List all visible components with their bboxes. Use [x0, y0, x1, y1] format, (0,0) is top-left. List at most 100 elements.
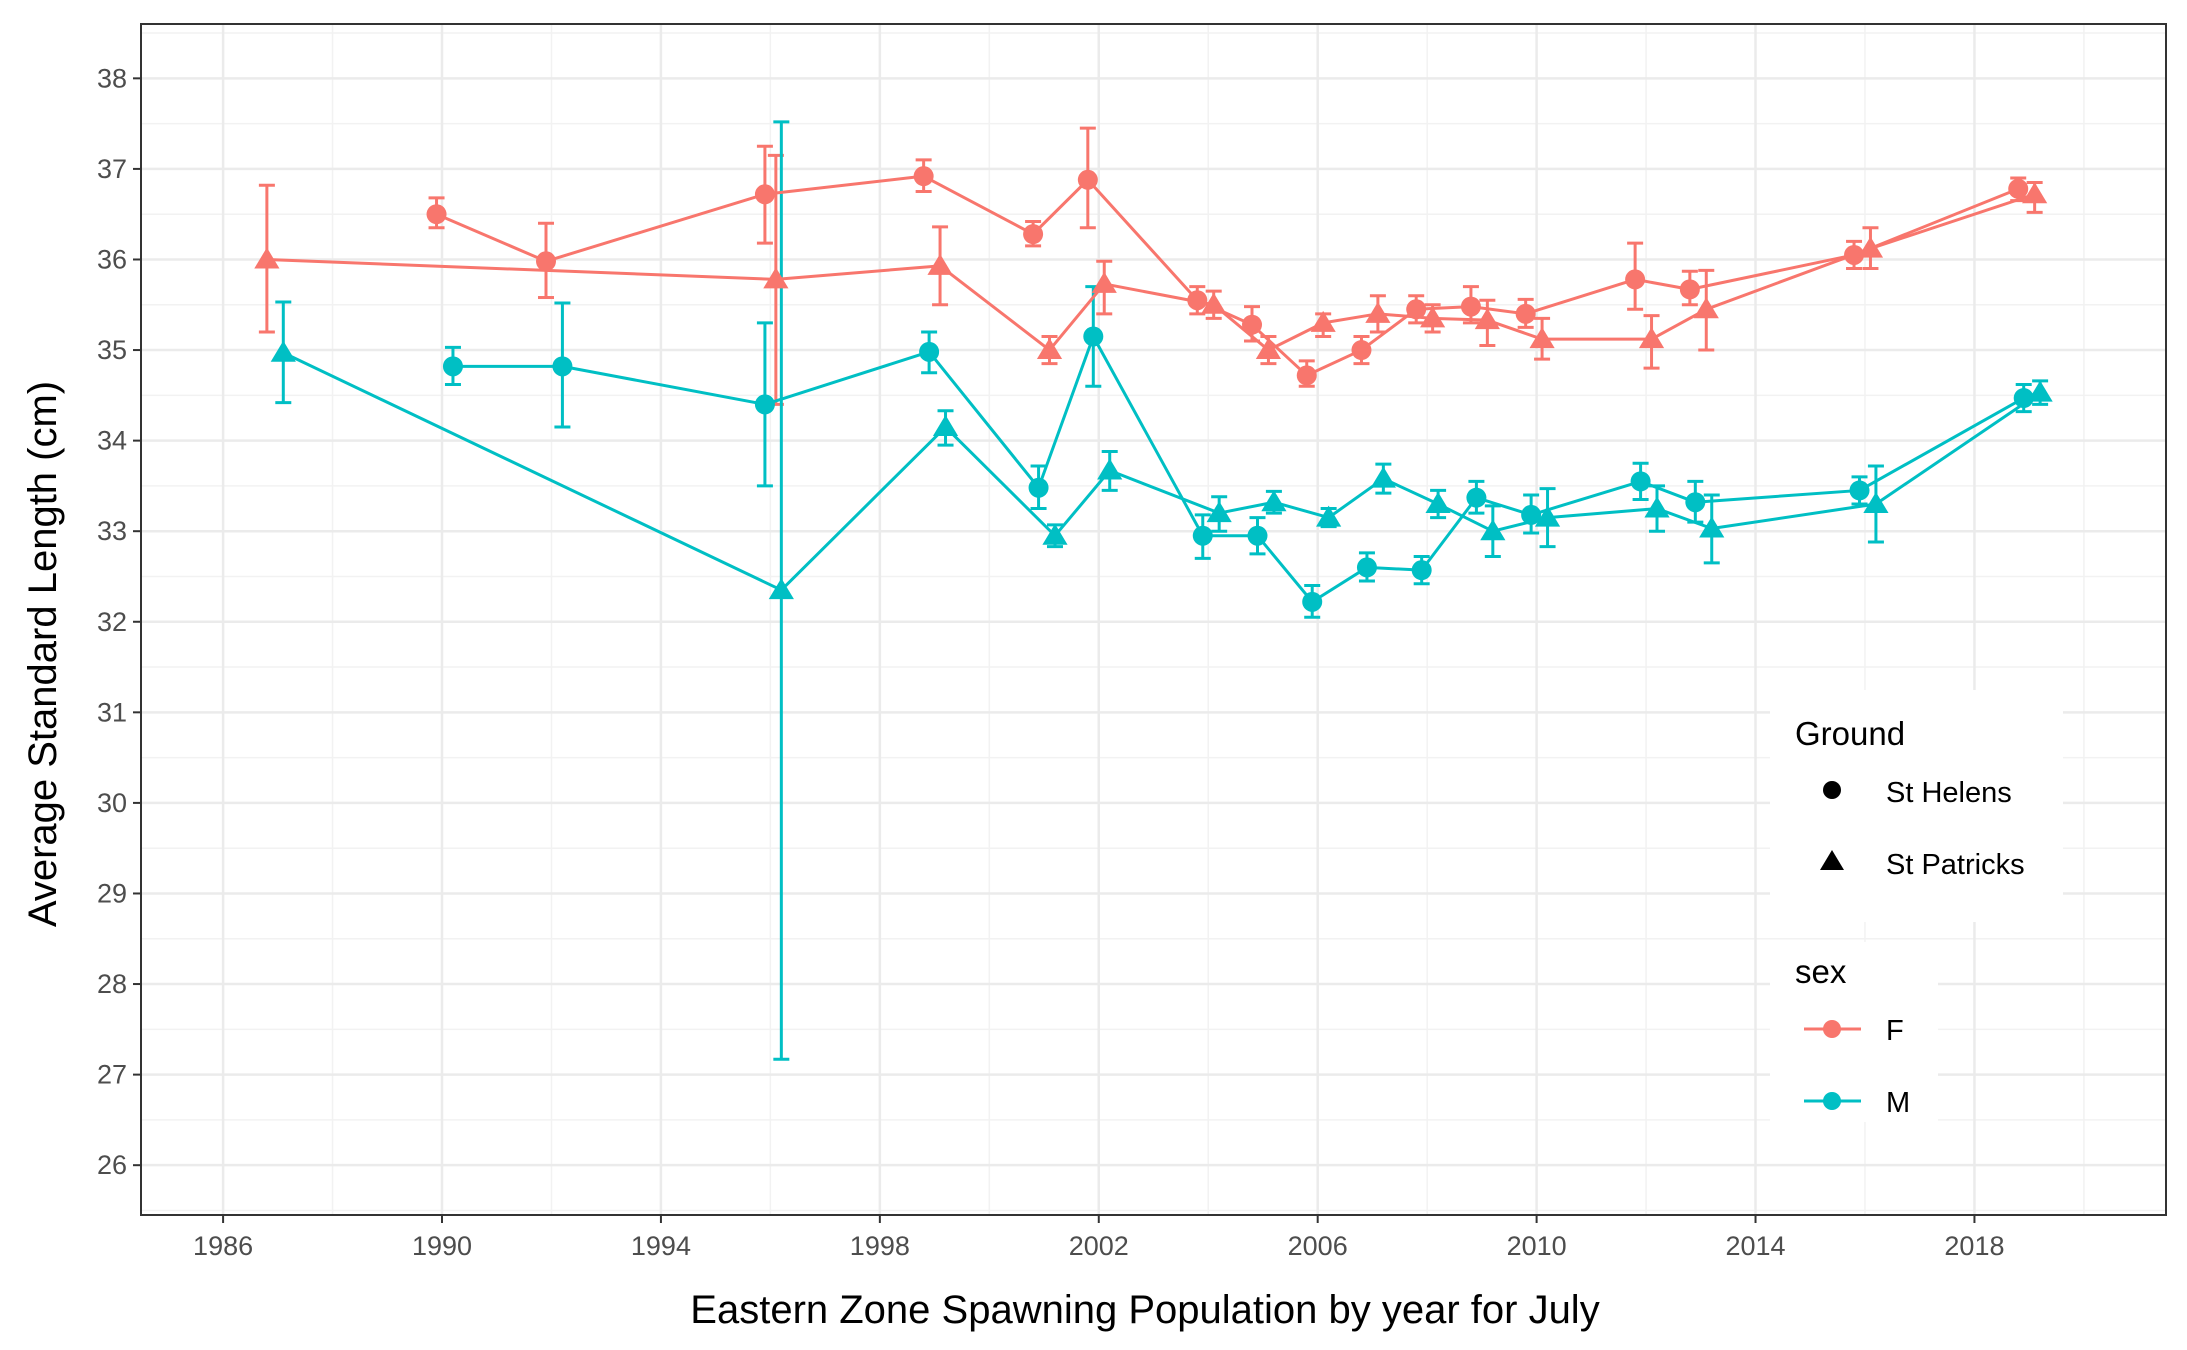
data-point-m-st-helens	[754, 394, 775, 415]
data-point-f-st-helens	[1296, 365, 1317, 386]
x-tick-labels: 1986 1990 1994 1998 2002 2006 2010 2014 2018	[193, 1231, 2004, 1261]
data-point-f-st-patricks	[1091, 271, 1117, 293]
data-point-m-st-patricks	[1097, 458, 1123, 480]
data-point-m-st-helens	[1849, 480, 1870, 501]
data-point-f-st-patricks	[1310, 310, 1336, 332]
x-tick-label: 2002	[1069, 1231, 1129, 1261]
y-tick-label: 36	[97, 244, 127, 274]
data-point-f-st-patricks	[1036, 338, 1063, 360]
data-point-m-st-helens	[1083, 326, 1104, 347]
data-point-m-st-helens	[1356, 557, 1377, 578]
data-point-f-st-patricks	[1693, 297, 1719, 319]
data-point-f-st-patricks	[1201, 292, 1227, 314]
data-point-m-st-patricks	[768, 578, 794, 600]
x-tick-label: 1986	[193, 1231, 253, 1261]
panel-border	[140, 23, 2167, 1216]
data-point-f-st-patricks	[2022, 182, 2048, 204]
data-point-f-st-helens	[2008, 178, 2029, 199]
data-point-f-st-patricks	[1365, 301, 1391, 323]
x-tick-label: 2006	[1288, 1231, 1348, 1261]
data-point-f-st-helens	[536, 251, 556, 272]
legend-color-box	[1770, 942, 1938, 1122]
y-tick-label: 33	[97, 516, 127, 546]
legend-label-st-patricks: St Patricks	[1886, 849, 2025, 881]
data-point-m-st-helens	[1247, 525, 1268, 546]
y-tick-label: 34	[97, 426, 127, 456]
data-point-f-st-helens	[1844, 244, 1865, 265]
x-tick-label: 2018	[1944, 1231, 2004, 1261]
y-tick-label: 32	[97, 607, 127, 637]
y-tick-label: 26	[97, 1150, 127, 1180]
data-point-f-st-helens	[1187, 290, 1208, 311]
data-point-f-st-patricks	[763, 267, 789, 289]
y-tick-label: 38	[97, 63, 127, 93]
x-tick-label: 1994	[631, 1231, 691, 1261]
data-point-f-st-helens	[754, 184, 775, 205]
y-tick-label: 37	[97, 154, 127, 184]
data-point-m-st-helens	[442, 356, 463, 377]
data-point-m-st-patricks	[270, 340, 296, 362]
legend-circle-key	[1823, 781, 1841, 799]
y-tick-label: 27	[97, 1060, 127, 1090]
x-tick-label: 1990	[412, 1231, 472, 1261]
x-tick-label: 2010	[1507, 1231, 1567, 1261]
data-point-m-st-helens	[2013, 388, 2034, 409]
y-tick-label: 31	[97, 697, 127, 727]
data-point-m-st-patricks	[1644, 496, 1670, 518]
data-point-m-st-patricks	[1534, 505, 1561, 527]
legend-label-m: M	[1886, 1087, 1910, 1119]
data-point-f-st-helens	[1351, 340, 1372, 361]
data-point-m-st-helens	[1685, 492, 1706, 513]
data-point-f-st-patricks	[1420, 306, 1446, 328]
data-point-m-st-patricks	[1316, 505, 1342, 527]
legend-point-f	[1823, 1020, 1841, 1038]
legend-point-m	[1823, 1092, 1841, 1110]
x-tick-label: 2014	[1725, 1231, 1785, 1261]
data-point-m-st-helens	[919, 341, 940, 362]
data-point-m-st-helens	[1521, 504, 1542, 525]
axis-ticks	[133, 77, 1976, 1223]
data-point-f-st-patricks	[1857, 236, 1884, 258]
data-point-m-st-patricks	[1699, 516, 1725, 538]
data-point-m-st-patricks	[2027, 380, 2053, 402]
data-point-f-st-patricks	[1255, 338, 1282, 360]
data-point-m-st-patricks	[1425, 492, 1451, 514]
data-point-m-st-patricks	[1370, 466, 1396, 488]
data-point-f-st-patricks	[1474, 308, 1500, 330]
data-point-m-st-patricks	[1863, 492, 1889, 514]
x-axis-title: Eastern Zone Spawning Population by year…	[690, 1288, 1599, 1332]
series-line-m-st-patricks	[282, 351, 2041, 592]
y-tick-label: 30	[97, 788, 127, 818]
data-point-f-st-patricks	[254, 247, 280, 269]
legend-shape-box	[1770, 690, 2063, 922]
legend-color-title: sex	[1795, 953, 1847, 990]
data-point-f-st-helens	[913, 166, 934, 187]
data-point-m-st-helens	[1411, 560, 1432, 581]
legend-shape-title: Ground	[1795, 715, 1905, 752]
y-axis-title: Average Standard Length (cm)	[21, 381, 65, 927]
data-point-m-st-helens	[1302, 591, 1323, 612]
series-points	[254, 166, 2053, 612]
data-point-f-st-helens	[1460, 296, 1481, 317]
data-point-f-st-patricks	[1529, 327, 1555, 349]
data-point-f-st-helens	[1515, 303, 1536, 324]
series-line-f-st-patricks	[266, 192, 2036, 352]
y-tick-label: 28	[97, 969, 127, 999]
data-point-m-st-helens	[1630, 471, 1651, 492]
data-point-m-st-patricks	[1261, 490, 1287, 512]
legend-label-f: F	[1886, 1015, 1904, 1047]
data-point-m-st-helens	[1028, 477, 1049, 498]
data-point-f-st-helens	[426, 204, 447, 225]
data-point-m-st-helens	[1192, 525, 1213, 546]
data-point-m-st-patricks	[1206, 501, 1232, 523]
y-tick-label: 35	[97, 335, 127, 365]
legend: Ground St Helens St Patricks sex F M	[1770, 690, 2063, 1122]
data-point-f-st-helens	[1406, 299, 1427, 320]
y-tick-label: 29	[97, 878, 127, 908]
data-point-f-st-patricks	[927, 253, 953, 275]
legend-label-st-helens: St Helens	[1886, 777, 2012, 809]
data-point-f-st-helens	[1625, 269, 1646, 290]
x-tick-label: 1998	[850, 1231, 910, 1261]
